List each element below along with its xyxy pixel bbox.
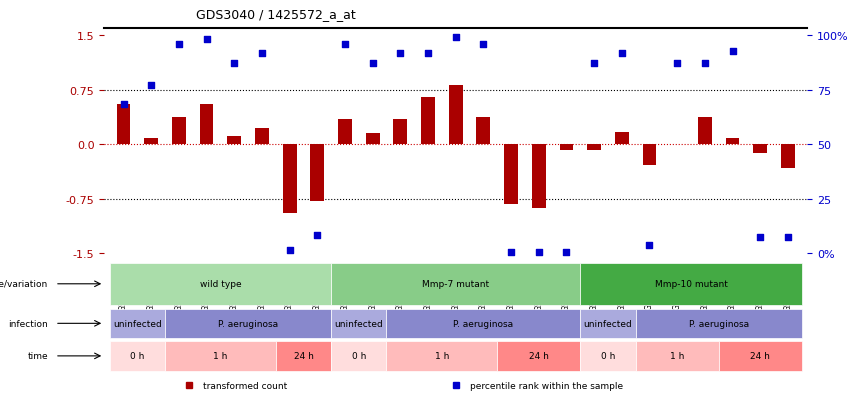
FancyBboxPatch shape bbox=[581, 342, 635, 370]
Point bbox=[255, 51, 269, 57]
Text: Mmp-10 mutant: Mmp-10 mutant bbox=[654, 280, 727, 289]
Text: 24 h: 24 h bbox=[750, 351, 770, 361]
Text: P. aeruginosa: P. aeruginosa bbox=[218, 319, 278, 328]
Text: P. aeruginosa: P. aeruginosa bbox=[688, 319, 749, 328]
FancyBboxPatch shape bbox=[276, 342, 331, 370]
Text: transformed count: transformed count bbox=[202, 381, 286, 390]
Point bbox=[311, 232, 325, 239]
FancyBboxPatch shape bbox=[386, 342, 497, 370]
Point bbox=[227, 60, 241, 67]
Text: uninfected: uninfected bbox=[334, 319, 383, 328]
Bar bbox=[781, 145, 795, 168]
Bar bbox=[587, 145, 601, 151]
Bar bbox=[421, 98, 435, 145]
Point bbox=[642, 242, 656, 248]
Text: percentile rank within the sample: percentile rank within the sample bbox=[470, 381, 623, 390]
Bar bbox=[560, 145, 574, 151]
Text: 0 h: 0 h bbox=[601, 351, 615, 361]
Point bbox=[560, 249, 574, 256]
Text: GDS3040 / 1425572_a_at: GDS3040 / 1425572_a_at bbox=[195, 8, 355, 21]
FancyBboxPatch shape bbox=[109, 309, 165, 338]
Point bbox=[781, 235, 795, 241]
Text: Mmp-7 mutant: Mmp-7 mutant bbox=[422, 280, 490, 289]
Text: genotype/variation: genotype/variation bbox=[0, 280, 48, 289]
Point bbox=[421, 51, 435, 57]
Bar bbox=[116, 105, 130, 145]
Text: 0 h: 0 h bbox=[130, 351, 145, 361]
FancyBboxPatch shape bbox=[331, 263, 581, 305]
FancyBboxPatch shape bbox=[165, 309, 331, 338]
FancyBboxPatch shape bbox=[497, 342, 581, 370]
FancyBboxPatch shape bbox=[109, 342, 165, 370]
Bar bbox=[338, 119, 352, 145]
Point bbox=[365, 60, 379, 67]
Point bbox=[144, 82, 158, 89]
Bar bbox=[477, 117, 490, 145]
Point bbox=[670, 60, 684, 67]
Point bbox=[532, 249, 546, 256]
FancyBboxPatch shape bbox=[581, 309, 635, 338]
Text: wild type: wild type bbox=[200, 280, 241, 289]
FancyBboxPatch shape bbox=[635, 309, 802, 338]
Text: P. aeruginosa: P. aeruginosa bbox=[453, 319, 514, 328]
Point bbox=[726, 49, 740, 55]
FancyBboxPatch shape bbox=[581, 263, 802, 305]
Point bbox=[338, 42, 352, 48]
Text: uninfected: uninfected bbox=[583, 319, 632, 328]
Bar bbox=[504, 145, 518, 204]
Point bbox=[393, 51, 407, 57]
Point bbox=[753, 235, 767, 241]
Bar bbox=[283, 145, 297, 214]
Point bbox=[477, 42, 490, 48]
Point bbox=[449, 34, 463, 41]
FancyBboxPatch shape bbox=[165, 342, 276, 370]
Bar bbox=[753, 145, 767, 154]
FancyBboxPatch shape bbox=[331, 309, 386, 338]
Text: 1 h: 1 h bbox=[214, 351, 227, 361]
Text: infection: infection bbox=[8, 319, 48, 328]
Point bbox=[116, 102, 130, 108]
FancyBboxPatch shape bbox=[386, 309, 581, 338]
Bar bbox=[365, 134, 379, 145]
FancyBboxPatch shape bbox=[719, 342, 802, 370]
Text: 0 h: 0 h bbox=[352, 351, 366, 361]
Bar bbox=[449, 85, 463, 145]
Bar bbox=[311, 145, 325, 202]
Bar bbox=[172, 117, 186, 145]
Point bbox=[615, 51, 628, 57]
Bar bbox=[200, 105, 214, 145]
Text: 24 h: 24 h bbox=[293, 351, 313, 361]
Bar bbox=[255, 129, 269, 145]
Point bbox=[587, 60, 601, 67]
Text: time: time bbox=[27, 351, 48, 361]
Text: 1 h: 1 h bbox=[670, 351, 684, 361]
Point bbox=[283, 247, 297, 253]
Point bbox=[504, 249, 518, 256]
Bar bbox=[726, 139, 740, 145]
Bar bbox=[615, 133, 628, 145]
Point bbox=[698, 60, 712, 67]
Text: 24 h: 24 h bbox=[529, 351, 549, 361]
Point bbox=[172, 42, 186, 48]
Point bbox=[200, 36, 214, 43]
FancyBboxPatch shape bbox=[331, 342, 386, 370]
FancyBboxPatch shape bbox=[109, 263, 331, 305]
Bar bbox=[532, 145, 546, 209]
Bar bbox=[698, 117, 712, 145]
Text: uninfected: uninfected bbox=[113, 319, 161, 328]
FancyBboxPatch shape bbox=[635, 342, 719, 370]
Bar bbox=[144, 139, 158, 145]
Bar bbox=[642, 145, 656, 165]
Bar bbox=[393, 119, 407, 145]
Bar bbox=[227, 136, 241, 145]
Text: 1 h: 1 h bbox=[435, 351, 449, 361]
